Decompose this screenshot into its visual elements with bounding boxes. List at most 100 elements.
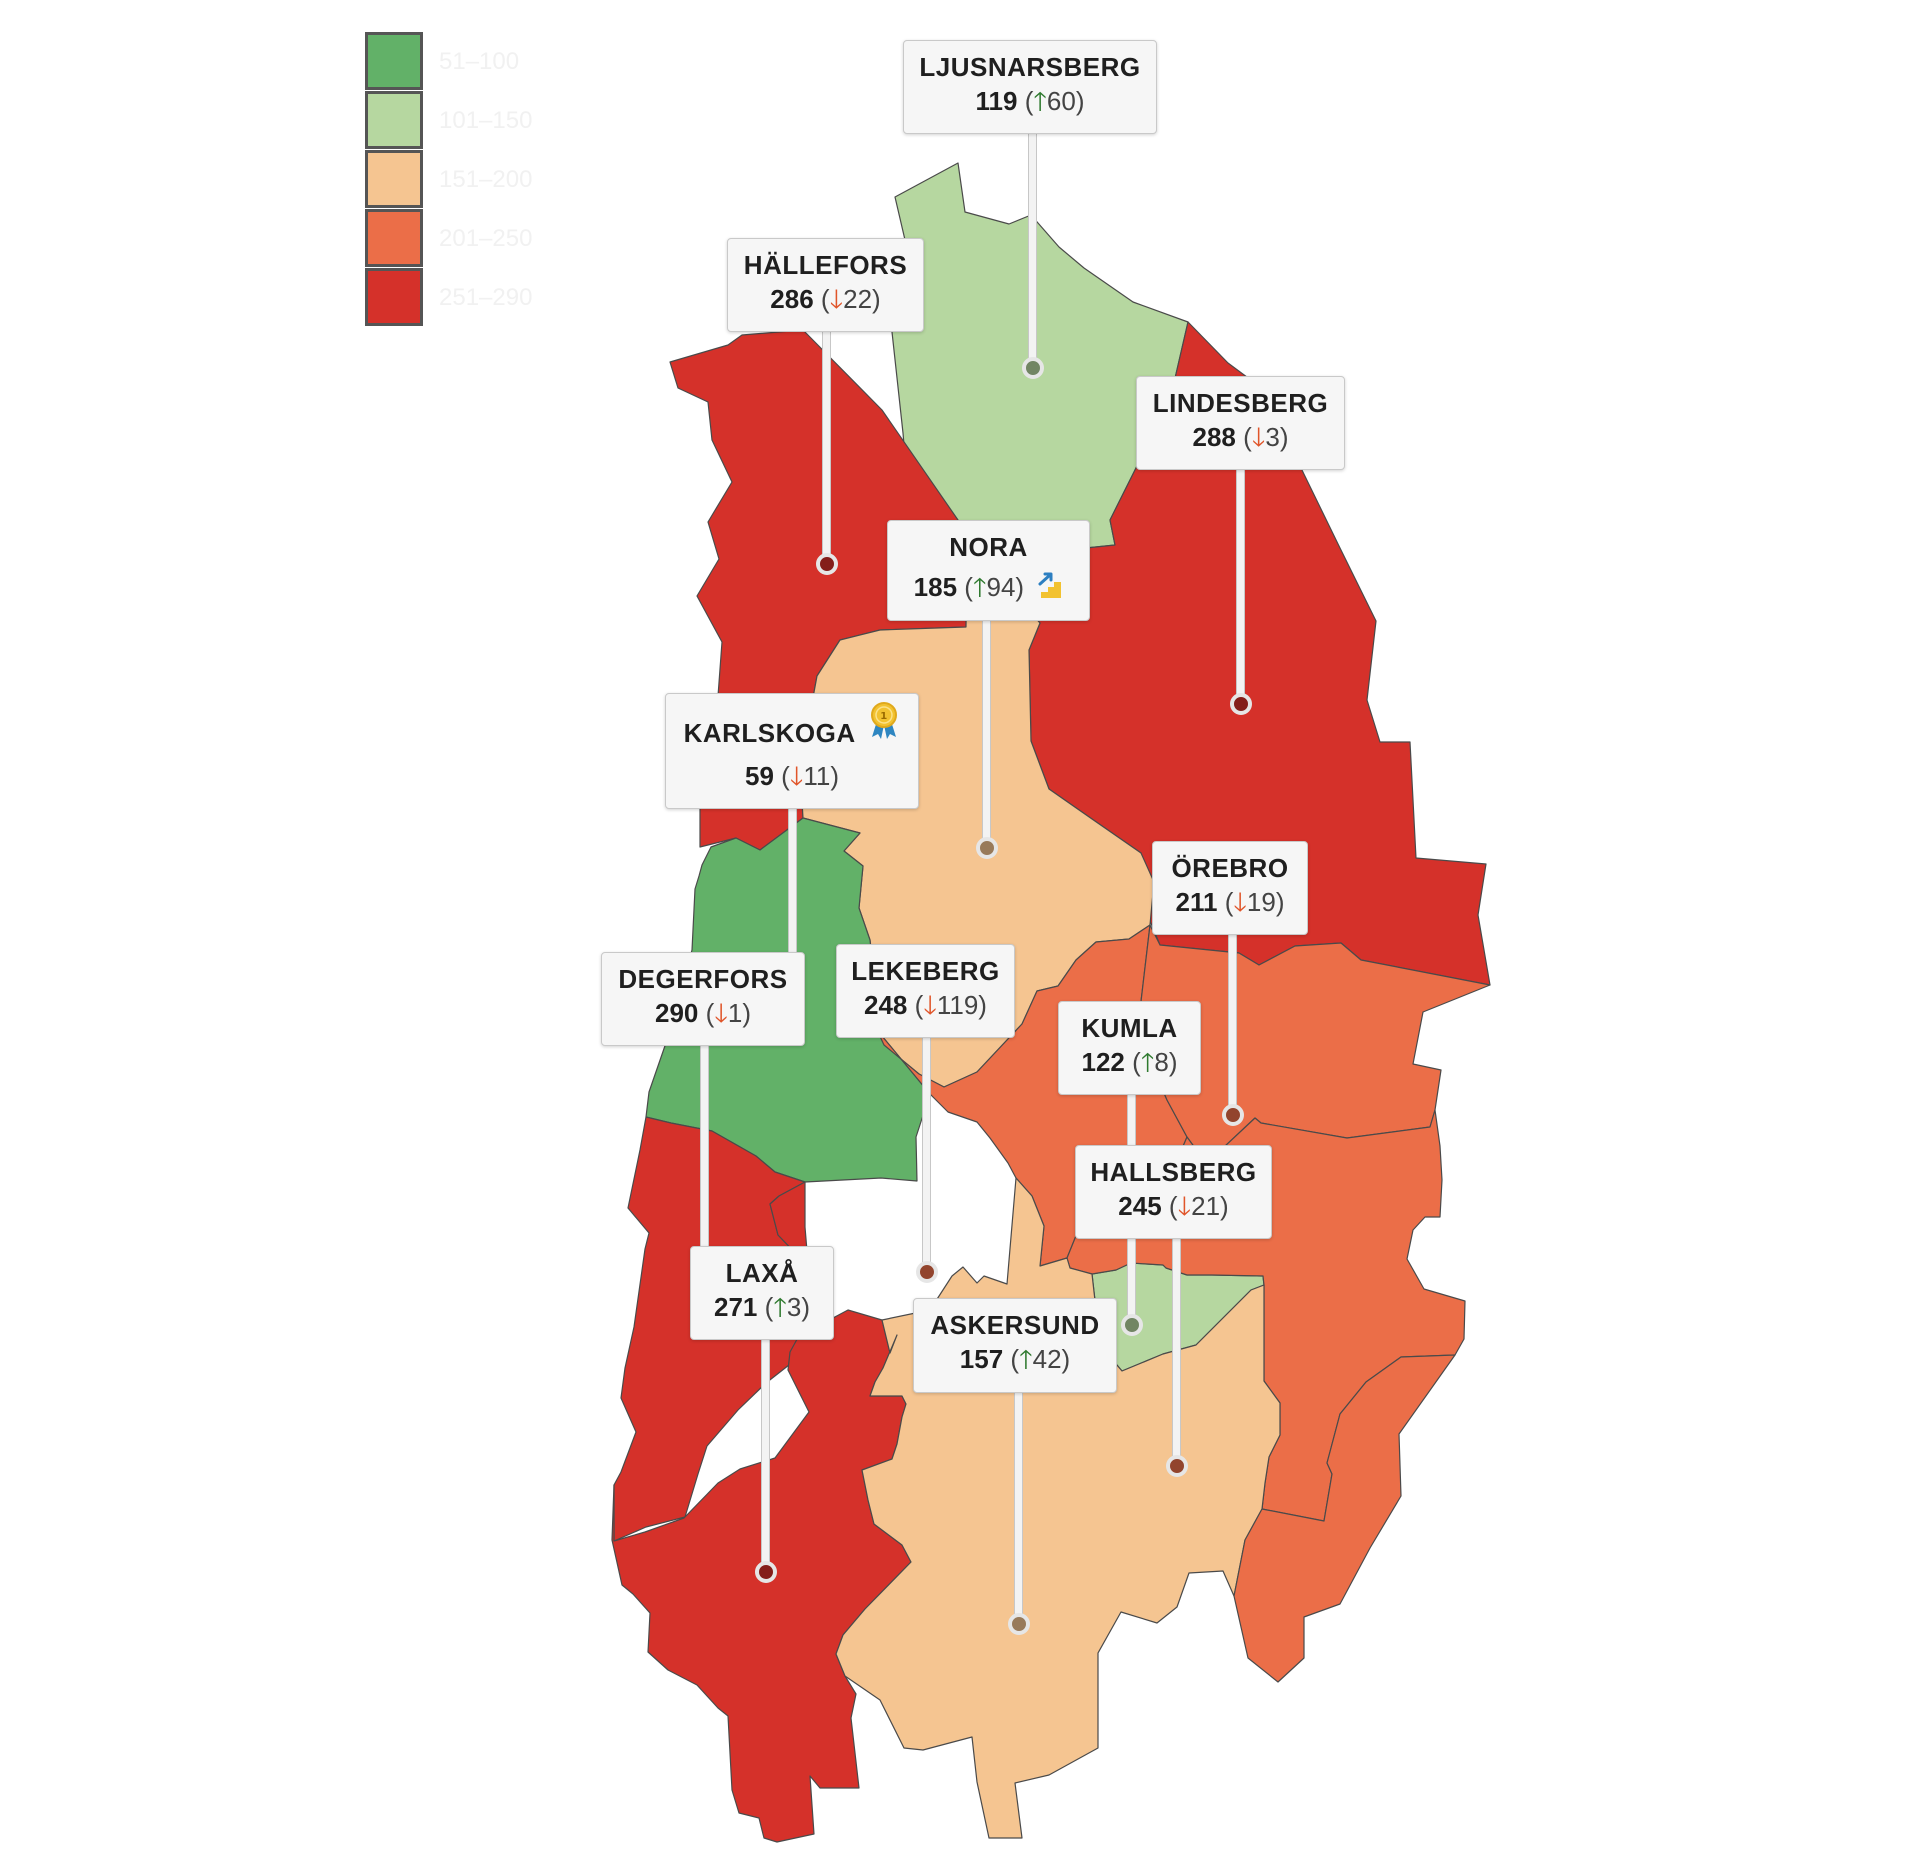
leader-line-ljusnarsberg <box>1028 133 1037 368</box>
rank-value: 119 <box>975 86 1018 116</box>
rank-value: 245 <box>1118 1191 1162 1221</box>
legend-swatch <box>365 32 423 90</box>
legend-label: 151–200 <box>439 166 533 193</box>
municipality-stats: 211 (🡓19) <box>1175 887 1285 917</box>
leader-line-laxa <box>761 1340 770 1572</box>
municipality-stats: 290 (🡓1) <box>655 998 751 1028</box>
dot-kumla <box>1121 1314 1143 1336</box>
municipality-name: HÄLLEFORS <box>743 250 908 280</box>
dot-hallsberg <box>1166 1455 1188 1477</box>
municipality-name: NORA <box>949 532 1028 562</box>
municipality-name: LJUSNARSBERG <box>919 52 1141 82</box>
leader-line-hallsberg <box>1172 1238 1181 1465</box>
change-arrow-icon: 🡓 <box>1233 887 1247 917</box>
dot-lekeberg <box>916 1261 938 1283</box>
legend-item: 201–250 <box>365 209 532 267</box>
leader-line-karlskoga <box>788 808 797 970</box>
dot-hallefors <box>816 553 838 575</box>
dot-lindesberg <box>1230 693 1252 715</box>
rank-value: 271 <box>714 1292 758 1322</box>
label-lekeberg[interactable]: LEKEBERG 248 (🡓119) <box>836 944 1015 1038</box>
label-askersund[interactable]: ASKERSUND 157 (🡑42) <box>913 1298 1117 1393</box>
gold-medal-icon: 1 <box>868 701 900 749</box>
change-arrow-icon: 🡓 <box>1251 422 1266 452</box>
rank-value: 59 <box>744 761 774 791</box>
label-karlskoga[interactable]: KARLSKOGA 1 59 (🡓11) <box>665 693 919 809</box>
municipality-name: ASKERSUND <box>930 1310 1100 1340</box>
leader-line-nora <box>982 620 991 848</box>
label-hallsberg[interactable]: HALLSBERG 245 (🡓21) <box>1075 1145 1272 1239</box>
legend-label: 51–100 <box>439 48 520 75</box>
municipality-name: HALLSBERG <box>1090 1157 1257 1187</box>
change-arrow-icon: 🡑 <box>773 1292 787 1322</box>
svg-text:1: 1 <box>881 711 888 722</box>
municipality-stats: 288 (🡓3) <box>1192 422 1289 452</box>
change-arrow-icon: 🡑 <box>972 572 987 602</box>
legend-label: 101–150 <box>439 107 533 134</box>
label-nora[interactable]: NORA 185 (🡑94) <box>887 520 1090 621</box>
label-orebro[interactable]: ÖREBRO 211 (🡓19) <box>1152 841 1308 935</box>
rank-change: 3 <box>786 1292 802 1322</box>
label-kumla[interactable]: KUMLA 122 (🡑8) <box>1058 1001 1201 1095</box>
dot-askersund <box>1008 1613 1030 1635</box>
municipality-stats: 59 (🡓11) <box>744 761 840 791</box>
rank-value: 286 <box>770 284 814 314</box>
rank-change: 19 <box>1246 887 1276 917</box>
municipality-name: ÖREBRO <box>1171 853 1289 883</box>
municipality-stats: 185 (🡑94) <box>888 570 1089 608</box>
dot-ljusnarsberg <box>1022 357 1044 379</box>
leader-line-askersund <box>1014 1392 1023 1624</box>
leader-line-orebro <box>1228 935 1237 1115</box>
change-arrow-icon: 🡓 <box>714 998 728 1028</box>
leader-line-lekeberg <box>922 1038 931 1271</box>
rank-change: 8 <box>1154 1047 1169 1077</box>
legend-swatch <box>365 150 423 208</box>
rank-change: 119 <box>936 990 979 1020</box>
municipality-name: LEKEBERG <box>851 956 1000 986</box>
municipality-stats: 122 (🡑8) <box>1081 1047 1178 1077</box>
municipality-name: LINDESBERG <box>1152 388 1329 418</box>
rank-value: 290 <box>655 998 699 1028</box>
rank-value: 122 <box>1081 1047 1125 1077</box>
change-arrow-icon: 🡓 <box>789 761 804 791</box>
legend-swatch <box>365 268 423 326</box>
label-ljusnarsberg[interactable]: LJUSNARSBERG 119 (🡑60) <box>903 40 1157 134</box>
legend-swatch <box>365 91 423 149</box>
dot-orebro <box>1222 1104 1244 1126</box>
rank-value: 157 <box>959 1344 1004 1374</box>
municipality-stats: 157 (🡑42) <box>959 1344 1071 1374</box>
dot-nora <box>976 837 998 859</box>
rising-stairs-icon <box>1037 570 1063 608</box>
leader-line-lindesberg <box>1236 470 1245 703</box>
legend-label: 251–290 <box>439 284 533 311</box>
leader-line-hallefors <box>822 332 831 566</box>
rank-change: 11 <box>803 761 831 791</box>
legend-swatch <box>365 209 423 267</box>
municipality-name: LAXÅ <box>725 1258 799 1288</box>
label-lindesberg[interactable]: LINDESBERG 288 (🡓3) <box>1136 376 1345 470</box>
municipality-name: KARLSKOGA 1 <box>666 702 918 759</box>
legend: 51–100 101–150 151–200 201–250 251–290 <box>365 32 532 327</box>
label-hallefors[interactable]: HÄLLEFORS 286 (🡓22) <box>727 238 924 332</box>
municipality-stats: 248 (🡓119) <box>864 990 987 1020</box>
municipality-name: DEGERFORS <box>618 964 788 994</box>
label-degerfors[interactable]: DEGERFORS 290 (🡓1) <box>601 952 805 1046</box>
label-laxa[interactable]: LAXÅ 271 (🡑3) <box>690 1246 834 1340</box>
rank-change: 60 <box>1046 86 1076 116</box>
rank-value: 185 <box>913 572 958 602</box>
rank-value: 211 <box>1175 887 1218 917</box>
rank-value: 248 <box>864 990 908 1020</box>
rank-change: 94 <box>986 572 1016 602</box>
change-arrow-icon: 🡓 <box>829 284 844 314</box>
legend-label: 201–250 <box>439 225 533 252</box>
region-hallsberg-east[interactable] <box>1233 1354 1456 1683</box>
rank-change: 22 <box>843 284 873 314</box>
legend-item: 151–200 <box>365 150 532 208</box>
rank-value: 288 <box>1192 422 1236 452</box>
change-arrow-icon: 🡓 <box>923 990 937 1020</box>
rank-change: 3 <box>1265 422 1280 452</box>
municipality-name-text: KARLSKOGA <box>683 717 855 748</box>
change-arrow-icon: 🡓 <box>1177 1191 1192 1221</box>
legend-item: 51–100 <box>365 32 519 90</box>
